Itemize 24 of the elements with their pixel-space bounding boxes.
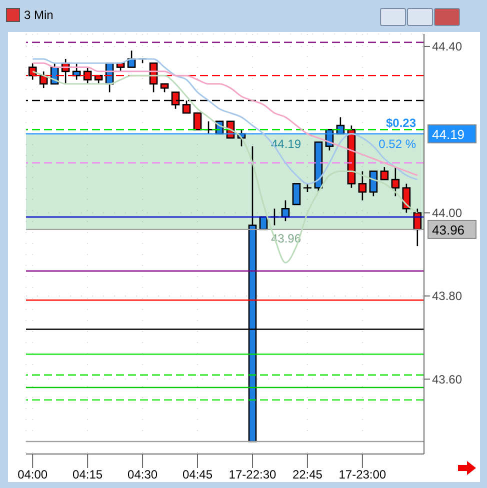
- candlestick: [193, 112, 202, 130]
- y-tick-label: 44.00: [432, 206, 462, 220]
- candlestick: [358, 170, 367, 201]
- x-tick-label: 22:45: [292, 468, 323, 482]
- x-tick-label: 17-23:00: [338, 468, 386, 482]
- annotation: 0.52 %: [378, 136, 416, 151]
- x-tick-label: 04:45: [182, 468, 213, 482]
- y-tick-label: 43.60: [432, 372, 462, 386]
- candlestick: [292, 183, 301, 206]
- chart-title: 3 Min: [24, 8, 54, 22]
- annotation: $0.23: [386, 116, 416, 130]
- y-tick-label: 44.40: [432, 40, 462, 54]
- ref-line-label: 44.19: [432, 126, 465, 142]
- annotation: 44.19: [271, 136, 302, 151]
- candlestick: [380, 166, 389, 180]
- y-tick-label: 43.80: [432, 289, 462, 304]
- x-tick-label: 04:00: [18, 468, 48, 482]
- candlestick: [402, 183, 411, 214]
- x-tick-label: 17-22:30: [228, 468, 276, 482]
- candlestick: [391, 166, 400, 197]
- candlestick: [83, 66, 92, 85]
- x-tick-label: 04:15: [72, 468, 103, 482]
- ref-line-label: 43.96: [432, 222, 465, 238]
- x-tick-label: 04:30: [128, 468, 158, 482]
